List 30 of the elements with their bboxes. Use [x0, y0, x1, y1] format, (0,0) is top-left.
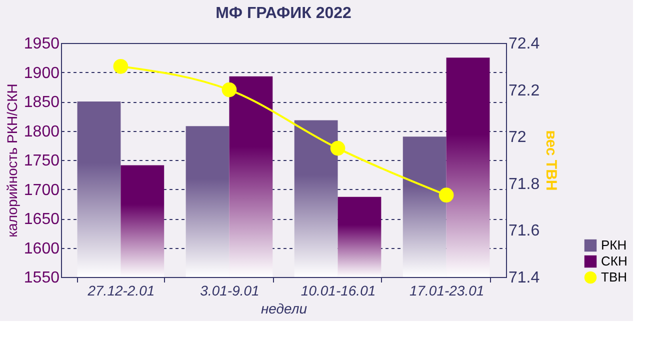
y-tick-label: 1600 — [24, 240, 60, 258]
y-tick-label: 1700 — [24, 182, 60, 199]
y-axis-title: калорийность РКН/СКН — [4, 84, 20, 238]
x-axis-title: недели — [260, 300, 308, 316]
y-tick-label: 1750 — [24, 152, 60, 170]
legend-label: СКН — [601, 254, 628, 268]
y2-tick-label: 72.2 — [508, 82, 540, 100]
y-tick-label: 1850 — [24, 94, 60, 111]
point — [113, 59, 128, 74]
x-tick-label: 10.01-16.01 — [300, 282, 376, 298]
y-tick-label: 1650 — [24, 211, 60, 228]
y2-tick-label: 71.8 — [508, 176, 540, 193]
x-tick-label: 3.01-9.01 — [200, 282, 260, 298]
y2-tick-label: 72 — [508, 129, 526, 146]
y2-axis-title: вес ТВН — [542, 130, 560, 191]
y-tick-label: 1950 — [24, 36, 60, 52]
point — [330, 140, 346, 156]
y2-tick-label: 71.6 — [508, 222, 540, 240]
chart-title: МФ ГРАФИК 2022 — [216, 5, 352, 22]
y-tick-label: 1550 — [24, 270, 60, 286]
legend-label: РКН — [601, 238, 627, 252]
point — [438, 188, 454, 202]
x-tick-label: 17.01-23.01 — [409, 282, 484, 298]
legend-label: ТВН — [601, 270, 627, 284]
y2-tick-label: 72.4 — [508, 36, 540, 52]
y2-tick-label: 71.4 — [508, 270, 540, 286]
x-tick-label: 27.12-2.01 — [86, 282, 155, 298]
point — [222, 82, 237, 98]
y-tick-label: 1800 — [24, 123, 60, 140]
y-tick-label: 1900 — [24, 64, 60, 82]
